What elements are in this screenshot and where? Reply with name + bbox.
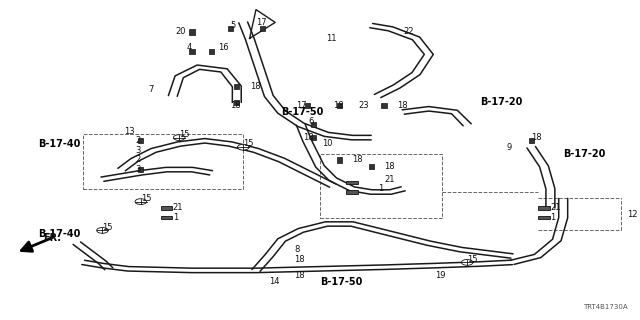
Text: 10: 10	[323, 140, 333, 148]
Text: 18: 18	[294, 271, 305, 280]
Text: 3: 3	[136, 146, 141, 155]
Text: 18: 18	[333, 101, 344, 110]
Text: B-17-40: B-17-40	[38, 228, 81, 239]
Text: 14: 14	[269, 277, 279, 286]
Text: 17: 17	[296, 101, 307, 110]
Text: B-17-40: B-17-40	[38, 139, 81, 149]
Bar	[381, 103, 387, 108]
Text: 15: 15	[102, 223, 113, 232]
Text: 9: 9	[507, 143, 512, 152]
Text: 18: 18	[294, 255, 305, 264]
Bar	[320, 154, 442, 218]
Bar	[311, 122, 316, 127]
Text: B-17-50: B-17-50	[282, 107, 324, 117]
Text: 18: 18	[384, 162, 395, 171]
Bar	[311, 135, 316, 140]
Text: 4: 4	[187, 44, 192, 52]
Text: 20: 20	[175, 28, 186, 36]
Text: 21: 21	[550, 204, 561, 212]
Circle shape	[173, 135, 185, 140]
Text: TRT4B1730A: TRT4B1730A	[582, 304, 627, 310]
Text: 19: 19	[435, 271, 445, 280]
Text: 1: 1	[378, 184, 383, 193]
Bar	[161, 216, 172, 219]
Text: 11: 11	[326, 34, 337, 43]
Bar	[228, 26, 233, 31]
Text: 15: 15	[467, 255, 477, 264]
Bar	[209, 49, 214, 54]
Bar	[529, 138, 534, 143]
Text: 7: 7	[148, 85, 154, 94]
Text: 16: 16	[218, 44, 228, 52]
Bar	[346, 181, 358, 184]
Text: 18: 18	[250, 82, 260, 91]
Text: 2: 2	[136, 136, 141, 145]
Bar	[260, 26, 265, 31]
Bar	[538, 206, 550, 210]
Bar	[234, 100, 239, 105]
Text: 3: 3	[136, 165, 141, 174]
Bar	[369, 164, 374, 169]
Bar	[161, 206, 172, 210]
Text: 5: 5	[230, 21, 236, 30]
Text: 18: 18	[397, 101, 408, 110]
Circle shape	[97, 228, 108, 233]
Text: 18: 18	[352, 156, 363, 164]
Circle shape	[461, 260, 473, 265]
Text: B-17-20: B-17-20	[480, 97, 522, 108]
Text: 1: 1	[173, 213, 178, 222]
Bar	[337, 157, 342, 163]
Bar	[138, 167, 143, 172]
Text: 21: 21	[173, 204, 183, 212]
Text: 15: 15	[179, 130, 189, 139]
Text: 18: 18	[531, 133, 542, 142]
Text: 8: 8	[294, 245, 300, 254]
Text: 18: 18	[230, 101, 241, 110]
Text: 13: 13	[124, 127, 134, 136]
Text: 15: 15	[141, 194, 151, 203]
Text: 6: 6	[308, 117, 314, 126]
Text: 17: 17	[256, 18, 267, 27]
Bar	[346, 190, 358, 194]
Bar	[337, 103, 342, 108]
Text: 2: 2	[136, 156, 141, 164]
Text: 23: 23	[358, 101, 369, 110]
Bar	[138, 138, 143, 143]
Text: 1: 1	[550, 213, 556, 222]
Text: B-17-20: B-17-20	[563, 148, 605, 159]
Bar	[83, 134, 243, 189]
Bar	[189, 29, 195, 35]
Bar	[305, 103, 310, 108]
Text: B-17-50: B-17-50	[320, 276, 362, 287]
Bar	[189, 49, 195, 54]
Bar	[538, 216, 550, 219]
Circle shape	[237, 144, 249, 150]
Circle shape	[135, 199, 147, 204]
Text: 18: 18	[303, 133, 314, 142]
Text: 12: 12	[627, 210, 637, 219]
Text: 21: 21	[384, 175, 394, 184]
Text: FR.: FR.	[44, 233, 61, 244]
Bar	[234, 84, 239, 89]
Text: 15: 15	[243, 140, 253, 148]
Text: 22: 22	[403, 28, 413, 36]
